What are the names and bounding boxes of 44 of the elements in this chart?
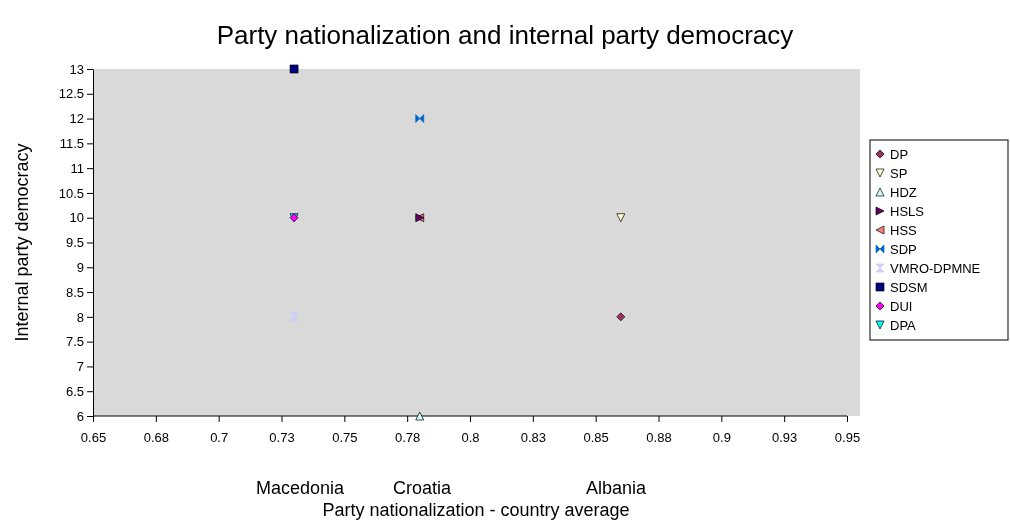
x-tick-label: 0.78 xyxy=(395,429,421,445)
x-tick-label: 0.85 xyxy=(583,429,609,445)
legend-label: HDZ xyxy=(890,184,917,200)
y-tick-label: 11.5 xyxy=(59,136,84,152)
x-tick-label: 0.83 xyxy=(520,429,546,445)
x-tick-label: 0.8 xyxy=(461,429,480,445)
y-tick-label: 10.5 xyxy=(58,185,84,201)
legend-label: HSS xyxy=(890,222,918,238)
legend-label: VMRO-DPMNE xyxy=(890,260,981,276)
y-tick-label: 7 xyxy=(76,359,84,375)
x-tick-label: 0.65 xyxy=(80,429,107,445)
x-tick-label: 0.9 xyxy=(712,429,731,445)
y-tick-label: 13 xyxy=(69,61,84,77)
y-tick-label: 9.5 xyxy=(65,235,84,251)
legend-label: SP xyxy=(890,165,908,181)
x-tick-label: 0.68 xyxy=(143,429,169,445)
x-tick-label: 0.88 xyxy=(646,429,672,445)
y-tick-label: 8 xyxy=(76,309,84,325)
x-tick-label: 0.75 xyxy=(332,429,358,445)
legend-label: SDP xyxy=(890,241,917,257)
x-axis-title: Party nationalization - country average xyxy=(322,500,630,520)
text: Albania xyxy=(585,478,648,498)
x-tick-label: 0.93 xyxy=(772,429,798,445)
y-tick-label: 12 xyxy=(69,111,84,127)
y-axis-title: Internal party democracy xyxy=(12,143,32,342)
legend-label: DPA xyxy=(890,317,917,333)
y-tick-label: 11 xyxy=(70,160,84,176)
y-tick-label: 8.5 xyxy=(65,284,84,300)
legend-label: SDSM xyxy=(890,279,928,295)
y-tick-label: 7.5 xyxy=(65,334,84,350)
x-tick-label: 0.73 xyxy=(269,429,295,445)
y-tick-label: 6.5 xyxy=(65,383,84,399)
chart-title: Party nationalization and internal party democracy xyxy=(216,20,794,50)
legend-label: DP xyxy=(890,146,909,162)
legend-label: HSLS xyxy=(890,203,925,219)
text: Croatia xyxy=(392,478,452,498)
y-tick-label: 12.5 xyxy=(58,86,84,102)
y-tick-label: 6 xyxy=(76,408,84,424)
y-tick-label: 10 xyxy=(69,210,84,226)
x-tick-label: 0.7 xyxy=(210,429,229,445)
legend-label: DUI xyxy=(890,298,913,314)
x-tick-label: 0.95 xyxy=(834,429,861,445)
y-tick-label: 9 xyxy=(76,259,84,275)
text: Macedonia xyxy=(255,478,346,498)
